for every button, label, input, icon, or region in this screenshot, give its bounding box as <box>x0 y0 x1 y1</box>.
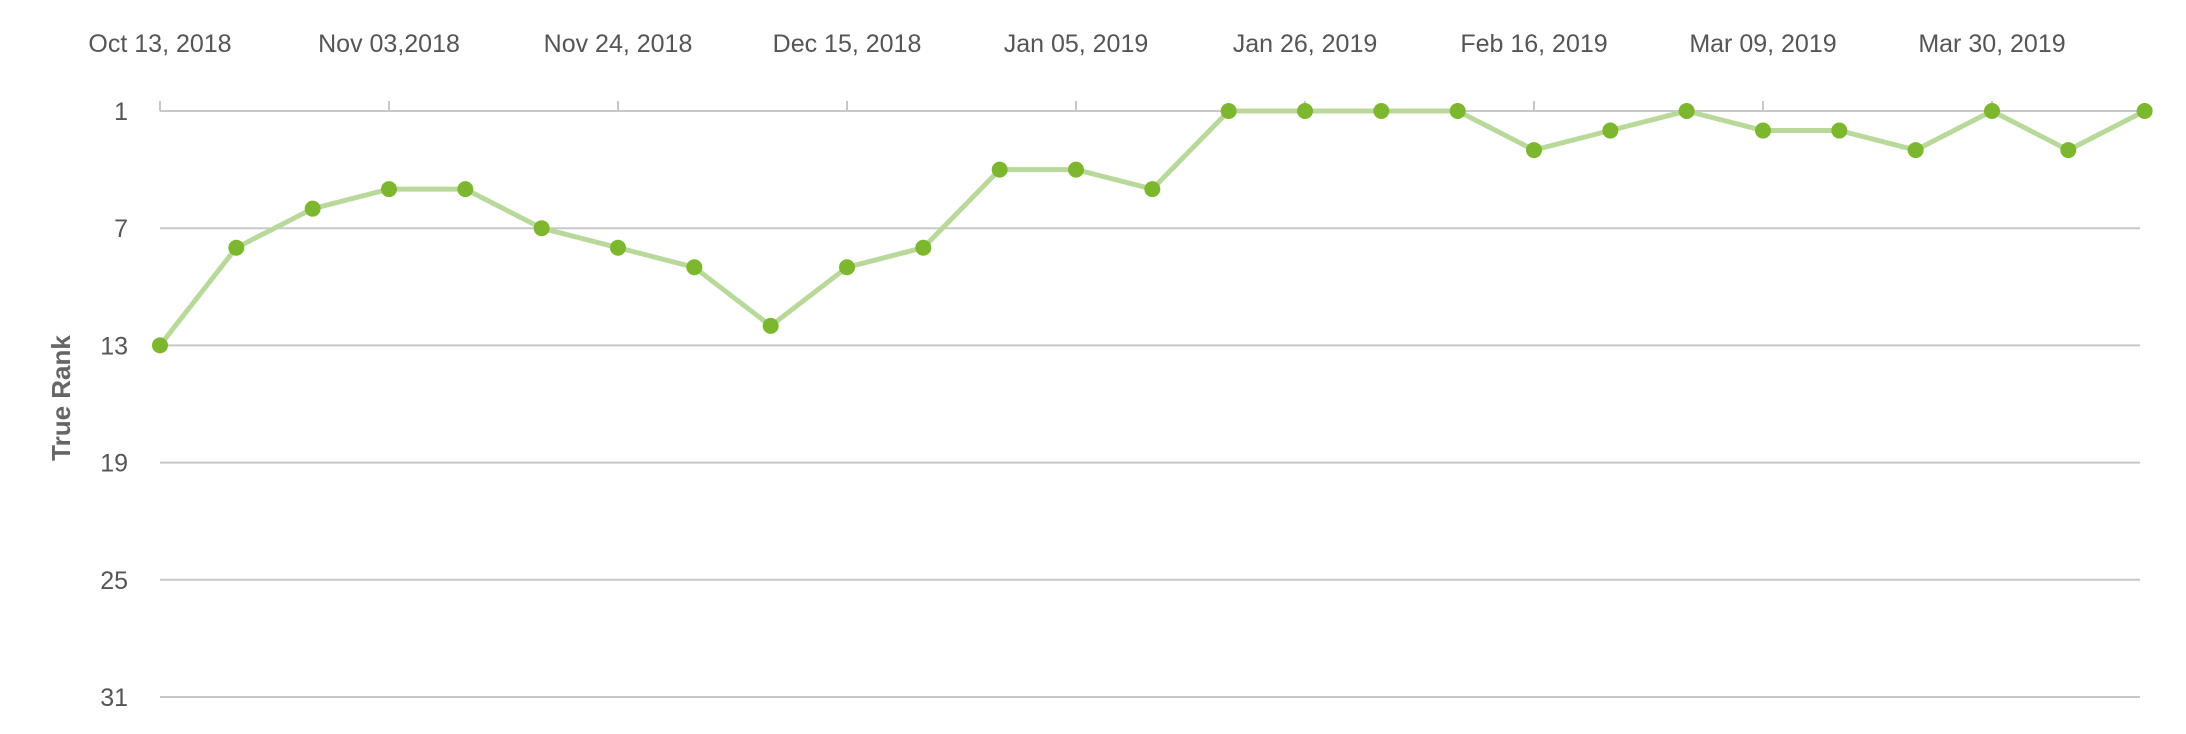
data-point <box>1984 103 2000 119</box>
x-tick-labels: Oct 13, 2018 Nov 03,2018 Nov 24, 2018 Dec 1… <box>88 30 2066 111</box>
y-axis-title: True Rank <box>46 335 76 461</box>
data-point <box>610 239 626 256</box>
data-point <box>991 161 1008 178</box>
x-tick-label: Mar 30, 2019 <box>1918 30 2065 58</box>
y-tick-label: 1 <box>114 98 128 126</box>
data-point <box>1220 103 1237 119</box>
data-point <box>1755 122 1771 139</box>
x-tick-label: Nov 03,2018 <box>318 30 460 58</box>
y-tick-labels: 1 7 13 19 25 31 <box>100 98 128 712</box>
y-tick-label: 25 <box>100 567 128 595</box>
data-point <box>1678 103 1695 119</box>
data-point <box>381 181 397 198</box>
data-point <box>1449 103 1466 119</box>
x-tick-label: Mar 09, 2019 <box>1689 30 1836 58</box>
series-rank <box>152 103 2153 354</box>
x-tick-label: Jan 26, 2019 <box>1233 30 1378 58</box>
x-tick-label: Jan 05, 2019 <box>1004 30 1149 58</box>
data-point <box>839 259 855 276</box>
data-point <box>457 181 474 198</box>
data-point <box>228 239 245 256</box>
data-point <box>762 317 779 334</box>
y-tick-label: 7 <box>114 215 128 243</box>
data-point <box>1831 122 1848 139</box>
data-point <box>1297 103 1313 119</box>
data-point <box>1144 181 1161 198</box>
x-tick-label: Dec 15, 2018 <box>773 30 922 58</box>
data-point <box>304 200 321 217</box>
y-tick-label: 19 <box>100 450 128 478</box>
y-tick-label: 13 <box>100 332 128 360</box>
data-point <box>1907 142 1924 159</box>
data-point <box>152 337 168 354</box>
data-point <box>915 239 932 256</box>
data-point <box>533 220 550 237</box>
x-tick-label: Nov 24, 2018 <box>544 30 693 58</box>
gridlines <box>160 110 2140 698</box>
x-tick-label: Oct 13, 2018 <box>88 30 231 58</box>
y-tick-label: 31 <box>100 684 128 712</box>
data-point <box>1526 142 1542 159</box>
data-point <box>686 259 703 276</box>
data-point <box>2060 142 2077 159</box>
data-point <box>2136 103 2153 119</box>
x-tick-label: Feb 16, 2019 <box>1460 30 1607 58</box>
data-point <box>1602 122 1619 139</box>
data-point <box>1373 103 1390 119</box>
data-point <box>1068 161 1084 178</box>
